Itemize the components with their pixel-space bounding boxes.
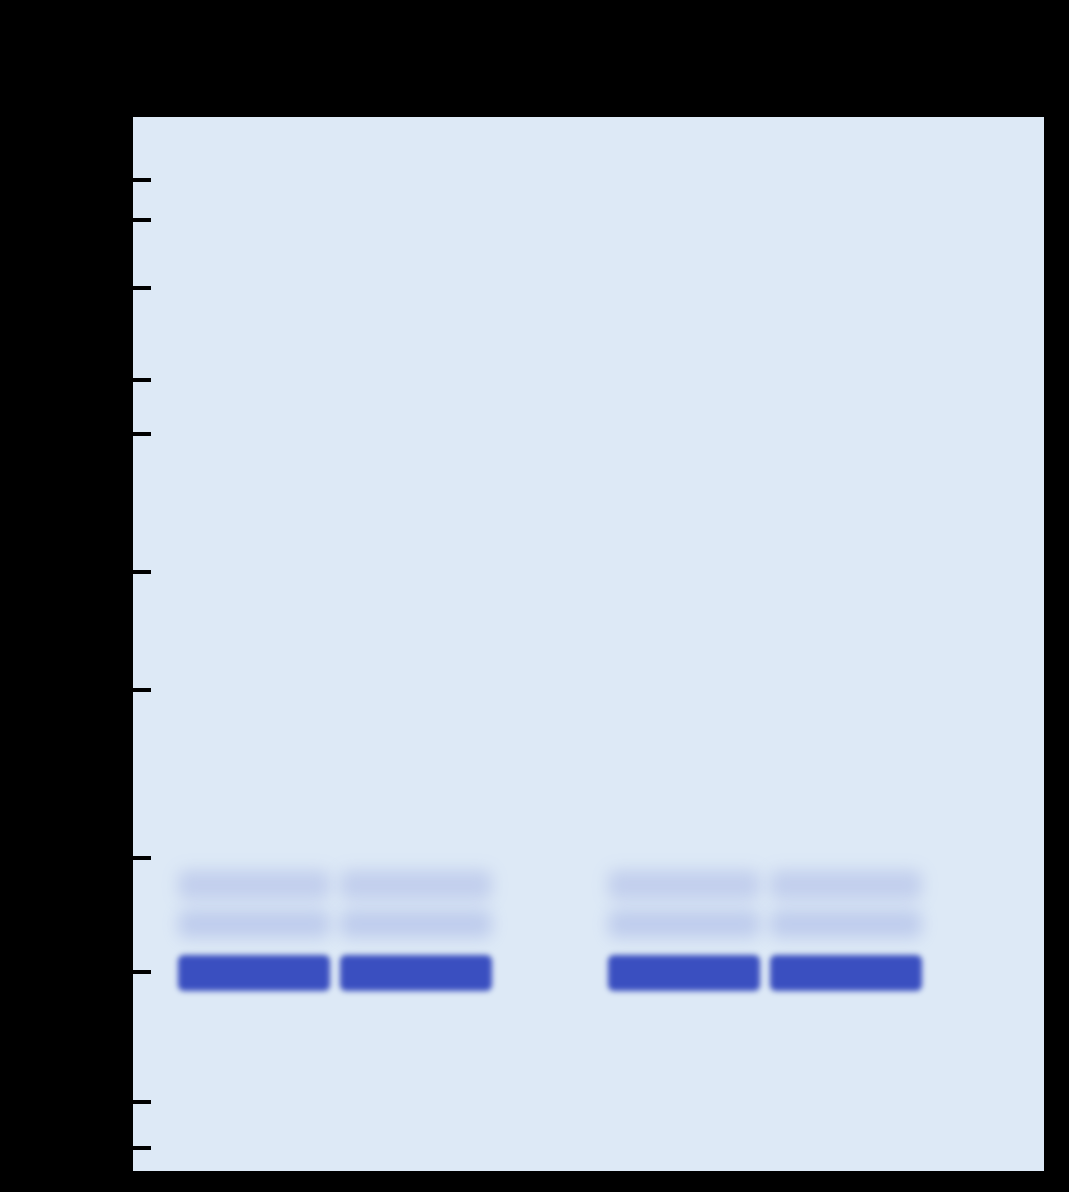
band-faint-upper — [178, 870, 330, 900]
marker-label: 130 — [15, 268, 105, 322]
marker-tick — [113, 856, 151, 860]
kda-axis-label: kDa — [18, 95, 95, 154]
marker-label: 30 — [15, 838, 105, 892]
marker-label: 53 — [15, 552, 105, 606]
band-faint-mid — [608, 910, 760, 938]
band-main — [340, 955, 492, 991]
band-main — [178, 955, 330, 991]
marker-label: 23 — [15, 952, 105, 1006]
marker-tick — [113, 1146, 151, 1150]
marker-tick — [113, 570, 151, 574]
marker-tick — [113, 178, 151, 182]
header-non-reducing: Non-Reducing — [585, 18, 925, 69]
marker-tick — [113, 286, 151, 290]
gel-area — [131, 115, 1046, 1173]
marker-tick — [113, 688, 151, 692]
band-faint-upper — [340, 870, 492, 900]
marker-tick — [113, 378, 151, 382]
band-main — [770, 955, 922, 991]
bracket-non-reducing — [595, 72, 890, 110]
band-faint-mid — [770, 910, 922, 938]
bracket-reducing — [175, 72, 470, 110]
marker-label: 14 — [15, 1128, 105, 1182]
band-faint-mid — [340, 910, 492, 938]
marker-label: 70 — [15, 414, 105, 468]
band-faint-upper — [608, 870, 760, 900]
marker-tick — [113, 432, 151, 436]
marker-tick — [113, 1100, 151, 1104]
marker-label: 170 — [15, 200, 105, 254]
band-faint-mid — [178, 910, 330, 938]
marker-label: 93 — [15, 360, 105, 414]
marker-label: 42 — [15, 670, 105, 724]
header-reducing: Reducing — [215, 18, 445, 69]
band-main — [608, 955, 760, 991]
marker-tick — [113, 218, 151, 222]
marker-tick — [113, 970, 151, 974]
band-faint-upper — [770, 870, 922, 900]
